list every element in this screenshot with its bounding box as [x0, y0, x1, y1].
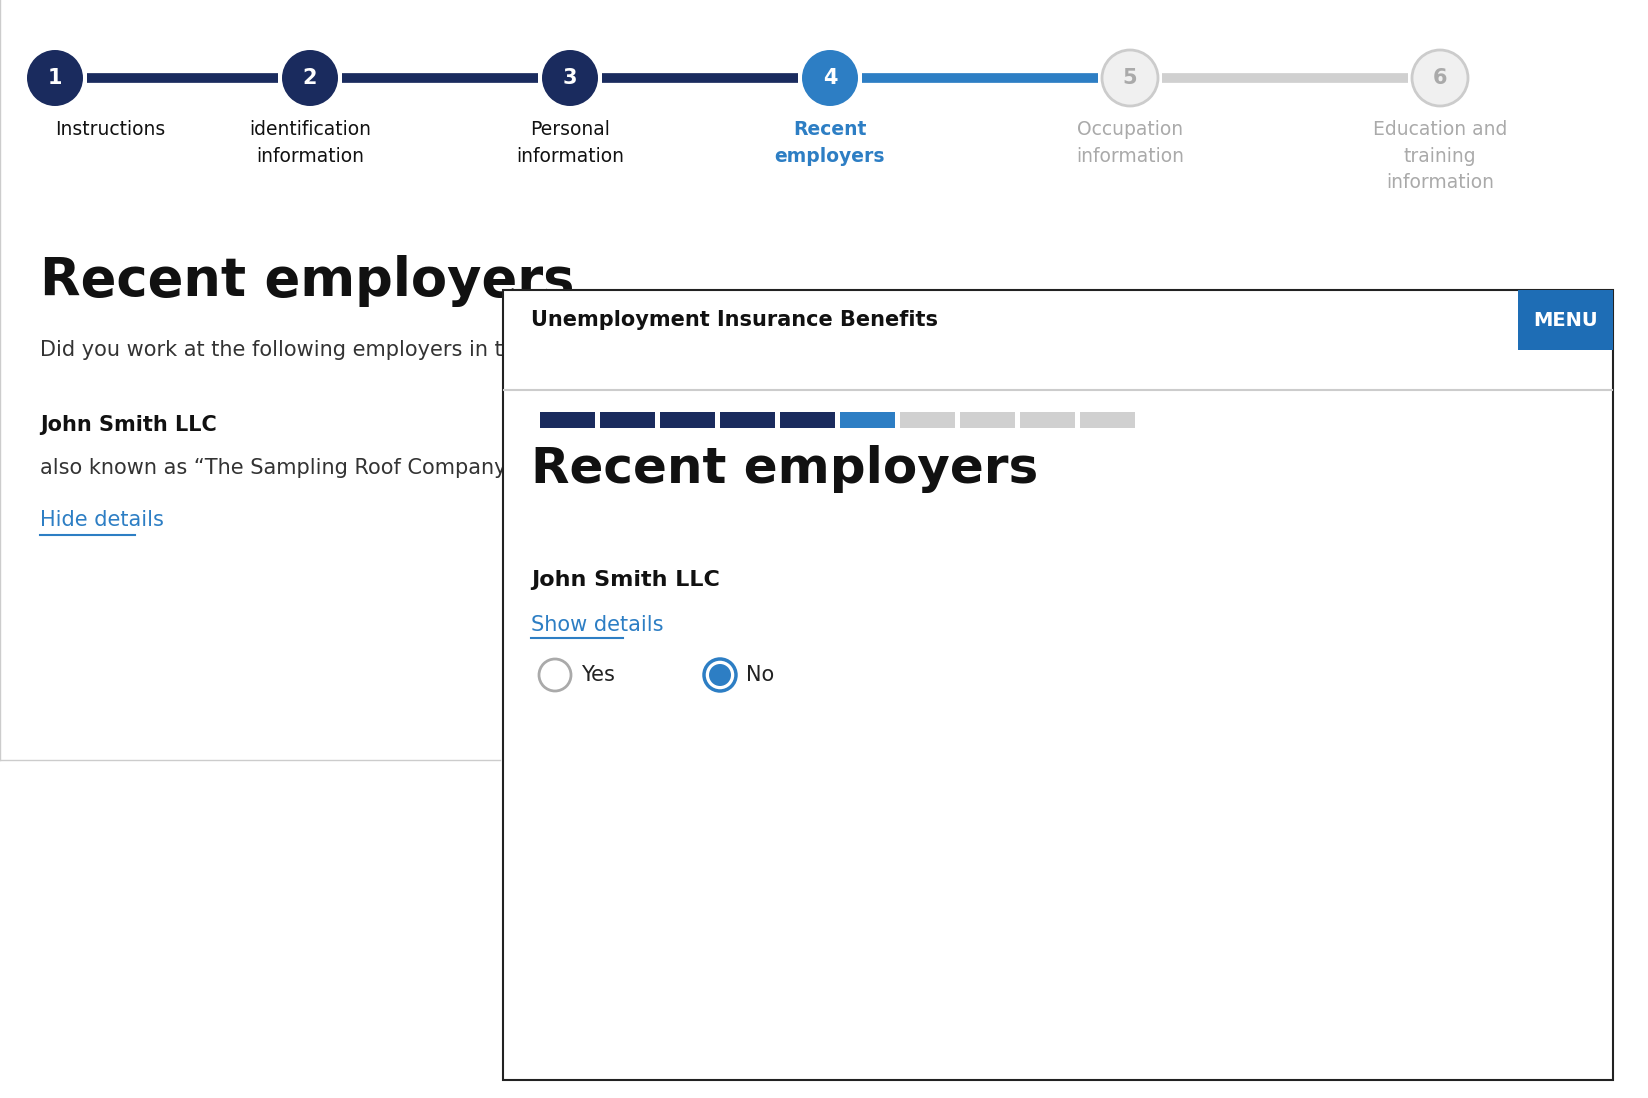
Ellipse shape	[282, 51, 338, 107]
Text: Show details: Show details	[531, 615, 664, 635]
FancyBboxPatch shape	[720, 412, 775, 428]
Text: 5: 5	[1122, 68, 1137, 88]
Ellipse shape	[1103, 51, 1159, 107]
FancyBboxPatch shape	[840, 412, 895, 428]
Text: 6: 6	[1432, 68, 1447, 88]
Ellipse shape	[803, 51, 859, 107]
Circle shape	[539, 659, 570, 691]
Text: MENU: MENU	[1533, 311, 1599, 329]
Text: 3: 3	[562, 68, 577, 88]
FancyBboxPatch shape	[961, 412, 1015, 428]
FancyBboxPatch shape	[541, 412, 595, 428]
Circle shape	[709, 664, 732, 686]
Text: identification
information: identification information	[249, 120, 371, 166]
FancyBboxPatch shape	[1518, 290, 1613, 350]
Text: Instructions: Instructions	[54, 120, 165, 139]
Ellipse shape	[1412, 51, 1468, 107]
Text: Hide details: Hide details	[40, 509, 163, 530]
Text: No: No	[747, 665, 775, 685]
Text: 2: 2	[303, 68, 318, 88]
Text: Education and
training
information: Education and training information	[1373, 120, 1508, 192]
Text: John Smith LLC: John Smith LLC	[531, 570, 720, 590]
Text: Recent employers: Recent employers	[531, 445, 1038, 493]
Text: Recent employers: Recent employers	[40, 255, 575, 307]
Text: Yes: Yes	[582, 665, 615, 685]
Text: 1: 1	[48, 68, 63, 88]
Text: also known as “The Sampling Roof Company”: also known as “The Sampling Roof Company…	[40, 458, 517, 478]
Text: 4: 4	[822, 68, 837, 88]
Text: John Smith LLC: John Smith LLC	[40, 415, 218, 435]
FancyBboxPatch shape	[1079, 412, 1135, 428]
Text: Occupation
information: Occupation information	[1076, 120, 1183, 166]
Text: Unemployment Insurance Benefits: Unemployment Insurance Benefits	[531, 310, 938, 330]
Text: Recent
employers: Recent employers	[775, 120, 885, 166]
Text: Did you work at the following employers in the las: Did you work at the following employers …	[40, 340, 565, 360]
Text: Personal
information: Personal information	[516, 120, 625, 166]
FancyBboxPatch shape	[659, 412, 715, 428]
FancyBboxPatch shape	[600, 412, 654, 428]
FancyBboxPatch shape	[900, 412, 954, 428]
Ellipse shape	[26, 51, 82, 107]
Circle shape	[704, 659, 737, 691]
FancyBboxPatch shape	[780, 412, 836, 428]
FancyBboxPatch shape	[1020, 412, 1074, 428]
FancyBboxPatch shape	[503, 290, 1613, 1080]
Ellipse shape	[542, 51, 598, 107]
